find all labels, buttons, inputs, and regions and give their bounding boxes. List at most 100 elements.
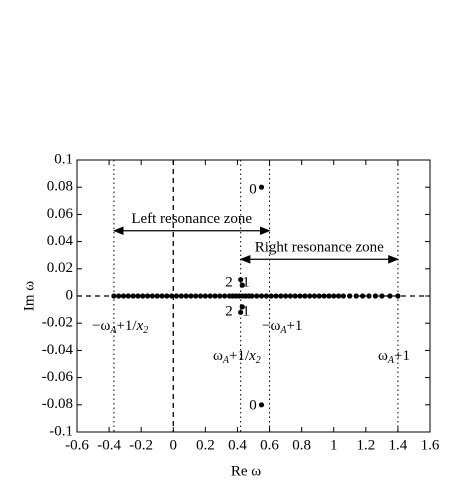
label-part: A bbox=[109, 325, 117, 336]
label-part: +1/ bbox=[229, 348, 250, 364]
point-label: 2 bbox=[225, 274, 233, 290]
y-tick-label: -0.06 bbox=[42, 369, 74, 385]
x-tick-label: 1.2 bbox=[356, 437, 375, 453]
label-part: +1 bbox=[286, 318, 302, 334]
point bbox=[217, 293, 223, 299]
y-tick-label: 0.02 bbox=[47, 260, 73, 276]
label-part: ω bbox=[213, 348, 223, 364]
point bbox=[249, 293, 255, 299]
point bbox=[207, 293, 213, 299]
point bbox=[347, 293, 353, 299]
label-part: A bbox=[222, 355, 230, 366]
point bbox=[193, 293, 199, 299]
label-part: x bbox=[136, 318, 144, 334]
point bbox=[302, 293, 308, 299]
point bbox=[125, 293, 131, 299]
point bbox=[140, 293, 146, 299]
point-label: 1 bbox=[242, 274, 250, 290]
x-tick-label: 0.2 bbox=[196, 437, 215, 453]
zone-label: Left resonance zone bbox=[131, 211, 252, 227]
point bbox=[268, 293, 274, 299]
point bbox=[202, 293, 208, 299]
point bbox=[335, 293, 342, 299]
point bbox=[212, 293, 218, 299]
point bbox=[222, 293, 228, 299]
point bbox=[273, 293, 279, 299]
label-part: +1 bbox=[394, 348, 410, 364]
point bbox=[258, 184, 265, 190]
label-part: ω bbox=[378, 348, 388, 364]
point bbox=[238, 309, 244, 315]
label-part: −ω bbox=[92, 318, 110, 334]
label-part: A bbox=[387, 355, 395, 366]
point bbox=[321, 293, 327, 299]
point bbox=[116, 293, 122, 299]
y-tick-label: 0.1 bbox=[54, 151, 73, 167]
x-tick-label: -0.2 bbox=[129, 437, 153, 453]
x-tick-label: 0.6 bbox=[260, 437, 279, 453]
zone-label: Right resonance zone bbox=[255, 240, 384, 256]
point bbox=[263, 293, 269, 299]
point bbox=[173, 293, 180, 299]
point bbox=[130, 293, 136, 299]
point bbox=[169, 293, 175, 299]
point bbox=[188, 293, 194, 299]
x-tick-label: -0.4 bbox=[97, 437, 121, 453]
line-label: −ωA+1 bbox=[262, 318, 302, 336]
line-label: −ωA+1/x2 bbox=[92, 318, 148, 336]
point bbox=[145, 293, 151, 299]
point bbox=[311, 293, 318, 299]
label-part: x bbox=[248, 348, 256, 364]
point bbox=[135, 293, 141, 299]
y-tick-label: -0.08 bbox=[42, 396, 73, 412]
point bbox=[316, 293, 322, 299]
point-label: 1 bbox=[242, 303, 250, 319]
point bbox=[278, 293, 284, 299]
point bbox=[238, 277, 244, 283]
point bbox=[239, 304, 245, 310]
x-tick-label: 0.8 bbox=[292, 437, 311, 453]
y-tick-label: 0.06 bbox=[47, 206, 74, 222]
point bbox=[159, 293, 165, 299]
y-tick-label: -0.02 bbox=[42, 315, 73, 331]
point bbox=[258, 402, 265, 408]
x-tick-label: 0 bbox=[170, 437, 178, 453]
point bbox=[164, 293, 170, 299]
point bbox=[197, 293, 204, 299]
point bbox=[360, 293, 366, 299]
point bbox=[292, 293, 298, 299]
point bbox=[258, 293, 265, 299]
y-tick-label: -0.1 bbox=[49, 423, 73, 439]
point bbox=[387, 293, 393, 299]
point bbox=[372, 293, 379, 299]
point bbox=[287, 293, 294, 299]
point bbox=[178, 293, 184, 299]
point bbox=[111, 293, 117, 299]
point-label: 2 bbox=[225, 303, 233, 319]
label-part: −ω bbox=[262, 318, 280, 334]
point bbox=[120, 293, 127, 299]
point bbox=[282, 293, 289, 299]
point bbox=[154, 293, 160, 299]
label-part: 2 bbox=[256, 355, 261, 366]
point bbox=[239, 282, 245, 288]
point bbox=[149, 293, 156, 299]
point bbox=[297, 293, 303, 299]
point bbox=[254, 293, 260, 299]
x-tick-label: 1.6 bbox=[421, 437, 440, 453]
y-axis-label: Im ω bbox=[21, 281, 37, 311]
y-tick-label: 0.08 bbox=[47, 179, 73, 195]
point-label: 0 bbox=[249, 181, 257, 197]
x-tick-label: 1 bbox=[330, 437, 338, 453]
point bbox=[331, 293, 337, 299]
line-label: ωA+1/x2 bbox=[213, 348, 261, 366]
point-label: 0 bbox=[249, 397, 257, 413]
y-tick-label: 0.04 bbox=[47, 233, 74, 249]
x-tick-label: 0.4 bbox=[228, 437, 247, 453]
point bbox=[366, 293, 372, 299]
label-part: A bbox=[279, 325, 287, 336]
x-tick-label: 1.4 bbox=[389, 437, 408, 453]
y-tick-label: -0.04 bbox=[42, 342, 74, 358]
y-tick-label: 0 bbox=[66, 287, 74, 303]
